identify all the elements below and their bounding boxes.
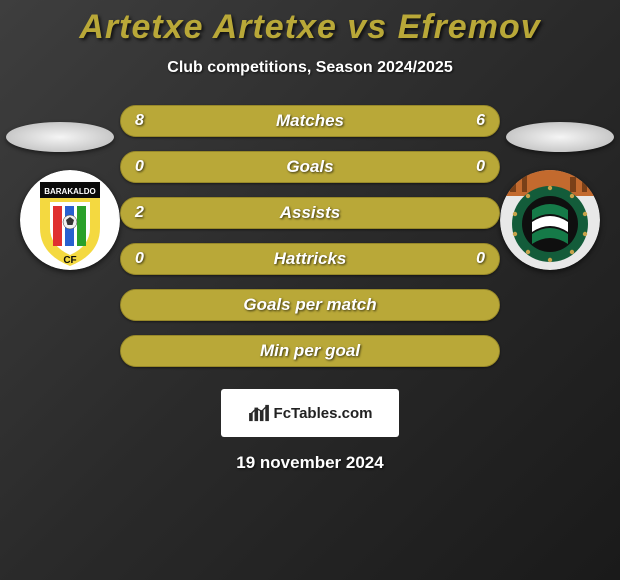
stat-value-right: 0 bbox=[476, 158, 485, 176]
stat-value-left: 0 bbox=[135, 250, 144, 268]
stat-value-left: 2 bbox=[135, 204, 144, 222]
stat-row: Hattricks0 0 bbox=[120, 243, 500, 275]
stat-value-left: 8 bbox=[135, 112, 144, 130]
svg-text:CF: CF bbox=[63, 255, 76, 266]
stat-value-left: 0 bbox=[135, 158, 144, 176]
stat-label: Hattricks bbox=[121, 249, 499, 269]
fctables-watermark: FcTables.com bbox=[221, 389, 399, 437]
fctables-label: FcTables.com bbox=[274, 405, 373, 422]
page-title: Artetxe Artetxe vs Efremov bbox=[0, 0, 620, 47]
date-label: 19 november 2024 bbox=[0, 453, 620, 473]
stat-label: Matches bbox=[121, 111, 499, 131]
chart-bars-icon bbox=[248, 404, 270, 422]
subtitle: Club competitions, Season 2024/2025 bbox=[0, 59, 620, 77]
stat-row: Goals0 0 bbox=[120, 151, 500, 183]
club-badge-left: BARAKALDO CF bbox=[20, 170, 120, 270]
svg-text:BARAKALDO: BARAKALDO bbox=[44, 187, 96, 196]
stat-label: Assists bbox=[121, 203, 499, 223]
player-avatar-left-placeholder bbox=[6, 122, 114, 152]
shield-icon: BARAKALDO CF bbox=[20, 170, 120, 270]
stat-label: Goals per match bbox=[121, 295, 499, 315]
stat-value-right: 0 bbox=[476, 250, 485, 268]
player-avatar-right-placeholder bbox=[506, 122, 614, 152]
club-badge-right bbox=[500, 170, 600, 270]
stat-label: Min per goal bbox=[121, 341, 499, 361]
stat-value-right: 6 bbox=[476, 112, 485, 130]
comparison-card: Artetxe Artetxe vs Efremov Club competit… bbox=[0, 0, 620, 580]
stat-row: Assists2 bbox=[120, 197, 500, 229]
stat-row: Goals per match bbox=[120, 289, 500, 321]
stat-label: Goals bbox=[121, 157, 499, 177]
shield-icon bbox=[500, 170, 600, 270]
stat-row: Matches8 6 bbox=[120, 105, 500, 137]
stat-row: Min per goal bbox=[120, 335, 500, 367]
